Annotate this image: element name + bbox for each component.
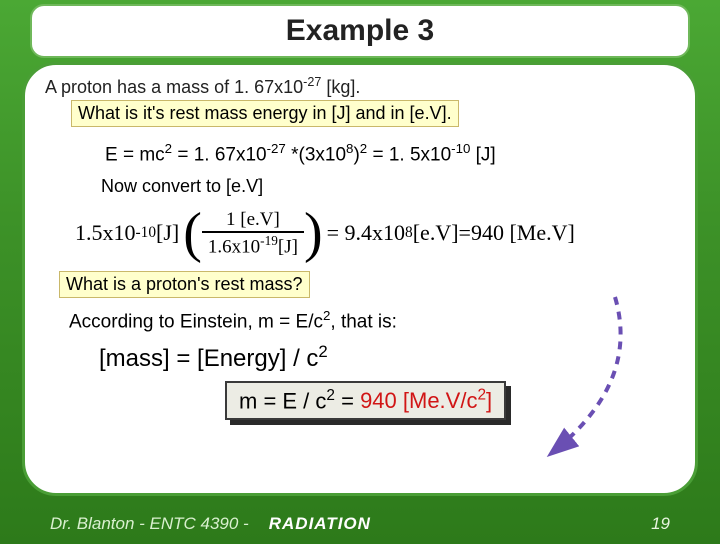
eq2-den: 1.6x10-19[J] bbox=[202, 233, 304, 258]
eq2-fraction: ( 1 [e.V] 1.6x10-19[J] ) bbox=[183, 209, 322, 258]
final-c: 940 [Me.V/c bbox=[360, 388, 477, 413]
question-1-wrap: What is it's rest mass energy in [J] and… bbox=[71, 100, 675, 127]
eq2-lhs-b: [J] bbox=[156, 220, 179, 246]
eq2-rhs-exp: 8 bbox=[405, 224, 413, 242]
einstein-a: According to Einstein, m = E/c bbox=[69, 312, 323, 333]
l1-post: [kg]. bbox=[321, 77, 360, 97]
slide-title: Example 3 bbox=[30, 4, 690, 58]
eq2-den-exp: -19 bbox=[260, 233, 278, 248]
eq2-rhs-a: = 9.4x10 bbox=[327, 220, 405, 246]
eq1-c: *(3x10 bbox=[286, 144, 346, 165]
convert-line: Now convert to [e.V] bbox=[101, 176, 675, 197]
footer-page-number: 19 bbox=[651, 514, 670, 534]
equation-1: E = mc2 = 1. 67x10-27 *(3x108)2 = 1. 5x1… bbox=[105, 141, 675, 166]
l1-pre: A proton has a mass of 1. 67x10 bbox=[45, 77, 303, 97]
eq1-e: = 1. 5x10 bbox=[367, 144, 451, 165]
question-2-wrap: What is a proton's rest mass? bbox=[59, 271, 675, 298]
footer-author: Dr. Blanton - ENTC 4390 - bbox=[50, 514, 249, 534]
footer: Dr. Blanton - ENTC 4390 - RADIATION 19 bbox=[0, 514, 720, 534]
rparen: ) bbox=[304, 210, 323, 256]
content-card: A proton has a mass of 1. 67x10-27 [kg].… bbox=[22, 62, 698, 496]
lparen: ( bbox=[183, 210, 202, 256]
final-sup2: 2 bbox=[477, 387, 486, 404]
masseq-sup: 2 bbox=[318, 342, 327, 361]
final-a: m = E / c bbox=[239, 388, 326, 413]
eq2-lhs-a: 1.5x10 bbox=[75, 220, 136, 246]
einstein-b: , that is: bbox=[330, 312, 397, 333]
question-2-box: What is a proton's rest mass? bbox=[59, 271, 310, 298]
einstein-line: According to Einstein, m = E/c2, that is… bbox=[69, 308, 675, 333]
footer-topic: RADIATION bbox=[269, 514, 371, 534]
final-box-wrap: m = E / c2 = 940 [Me.V/c2] bbox=[45, 373, 675, 420]
equation-2: 1.5x10-10[J] ( 1 [e.V] 1.6x10-19[J] ) = … bbox=[75, 203, 675, 263]
question-1-box: What is it's rest mass energy in [J] and… bbox=[71, 100, 459, 127]
eq1-sup10: -10 bbox=[451, 141, 470, 156]
eq1-b: = 1. 67x10 bbox=[172, 144, 267, 165]
final-b: = bbox=[335, 388, 360, 413]
eq2-lhs-exp: -10 bbox=[136, 224, 157, 242]
final-d: ] bbox=[486, 388, 492, 413]
mass-equation: [mass] = [Energy] / c2 bbox=[99, 342, 675, 373]
given-line: A proton has a mass of 1. 67x10-27 [kg]. bbox=[45, 75, 675, 98]
eq2-den-a: 1.6x10 bbox=[208, 236, 260, 257]
masseq-a: [mass] = [Energy] / c bbox=[99, 345, 318, 372]
eq2-den-b: [J] bbox=[278, 236, 298, 257]
eq1-f: [J] bbox=[470, 144, 495, 165]
final-sup1: 2 bbox=[326, 387, 335, 404]
eq2-num: 1 [e.V] bbox=[202, 209, 304, 233]
eq2-rhs-b: [e.V]=940 [Me.V] bbox=[413, 220, 575, 246]
l1-exp: -27 bbox=[303, 75, 321, 89]
eq1-a: E = mc bbox=[105, 144, 165, 165]
eq1-sup27: -27 bbox=[267, 141, 286, 156]
final-result-box: m = E / c2 = 940 [Me.V/c2] bbox=[225, 381, 506, 420]
eq1-sup2a: 2 bbox=[165, 141, 172, 156]
